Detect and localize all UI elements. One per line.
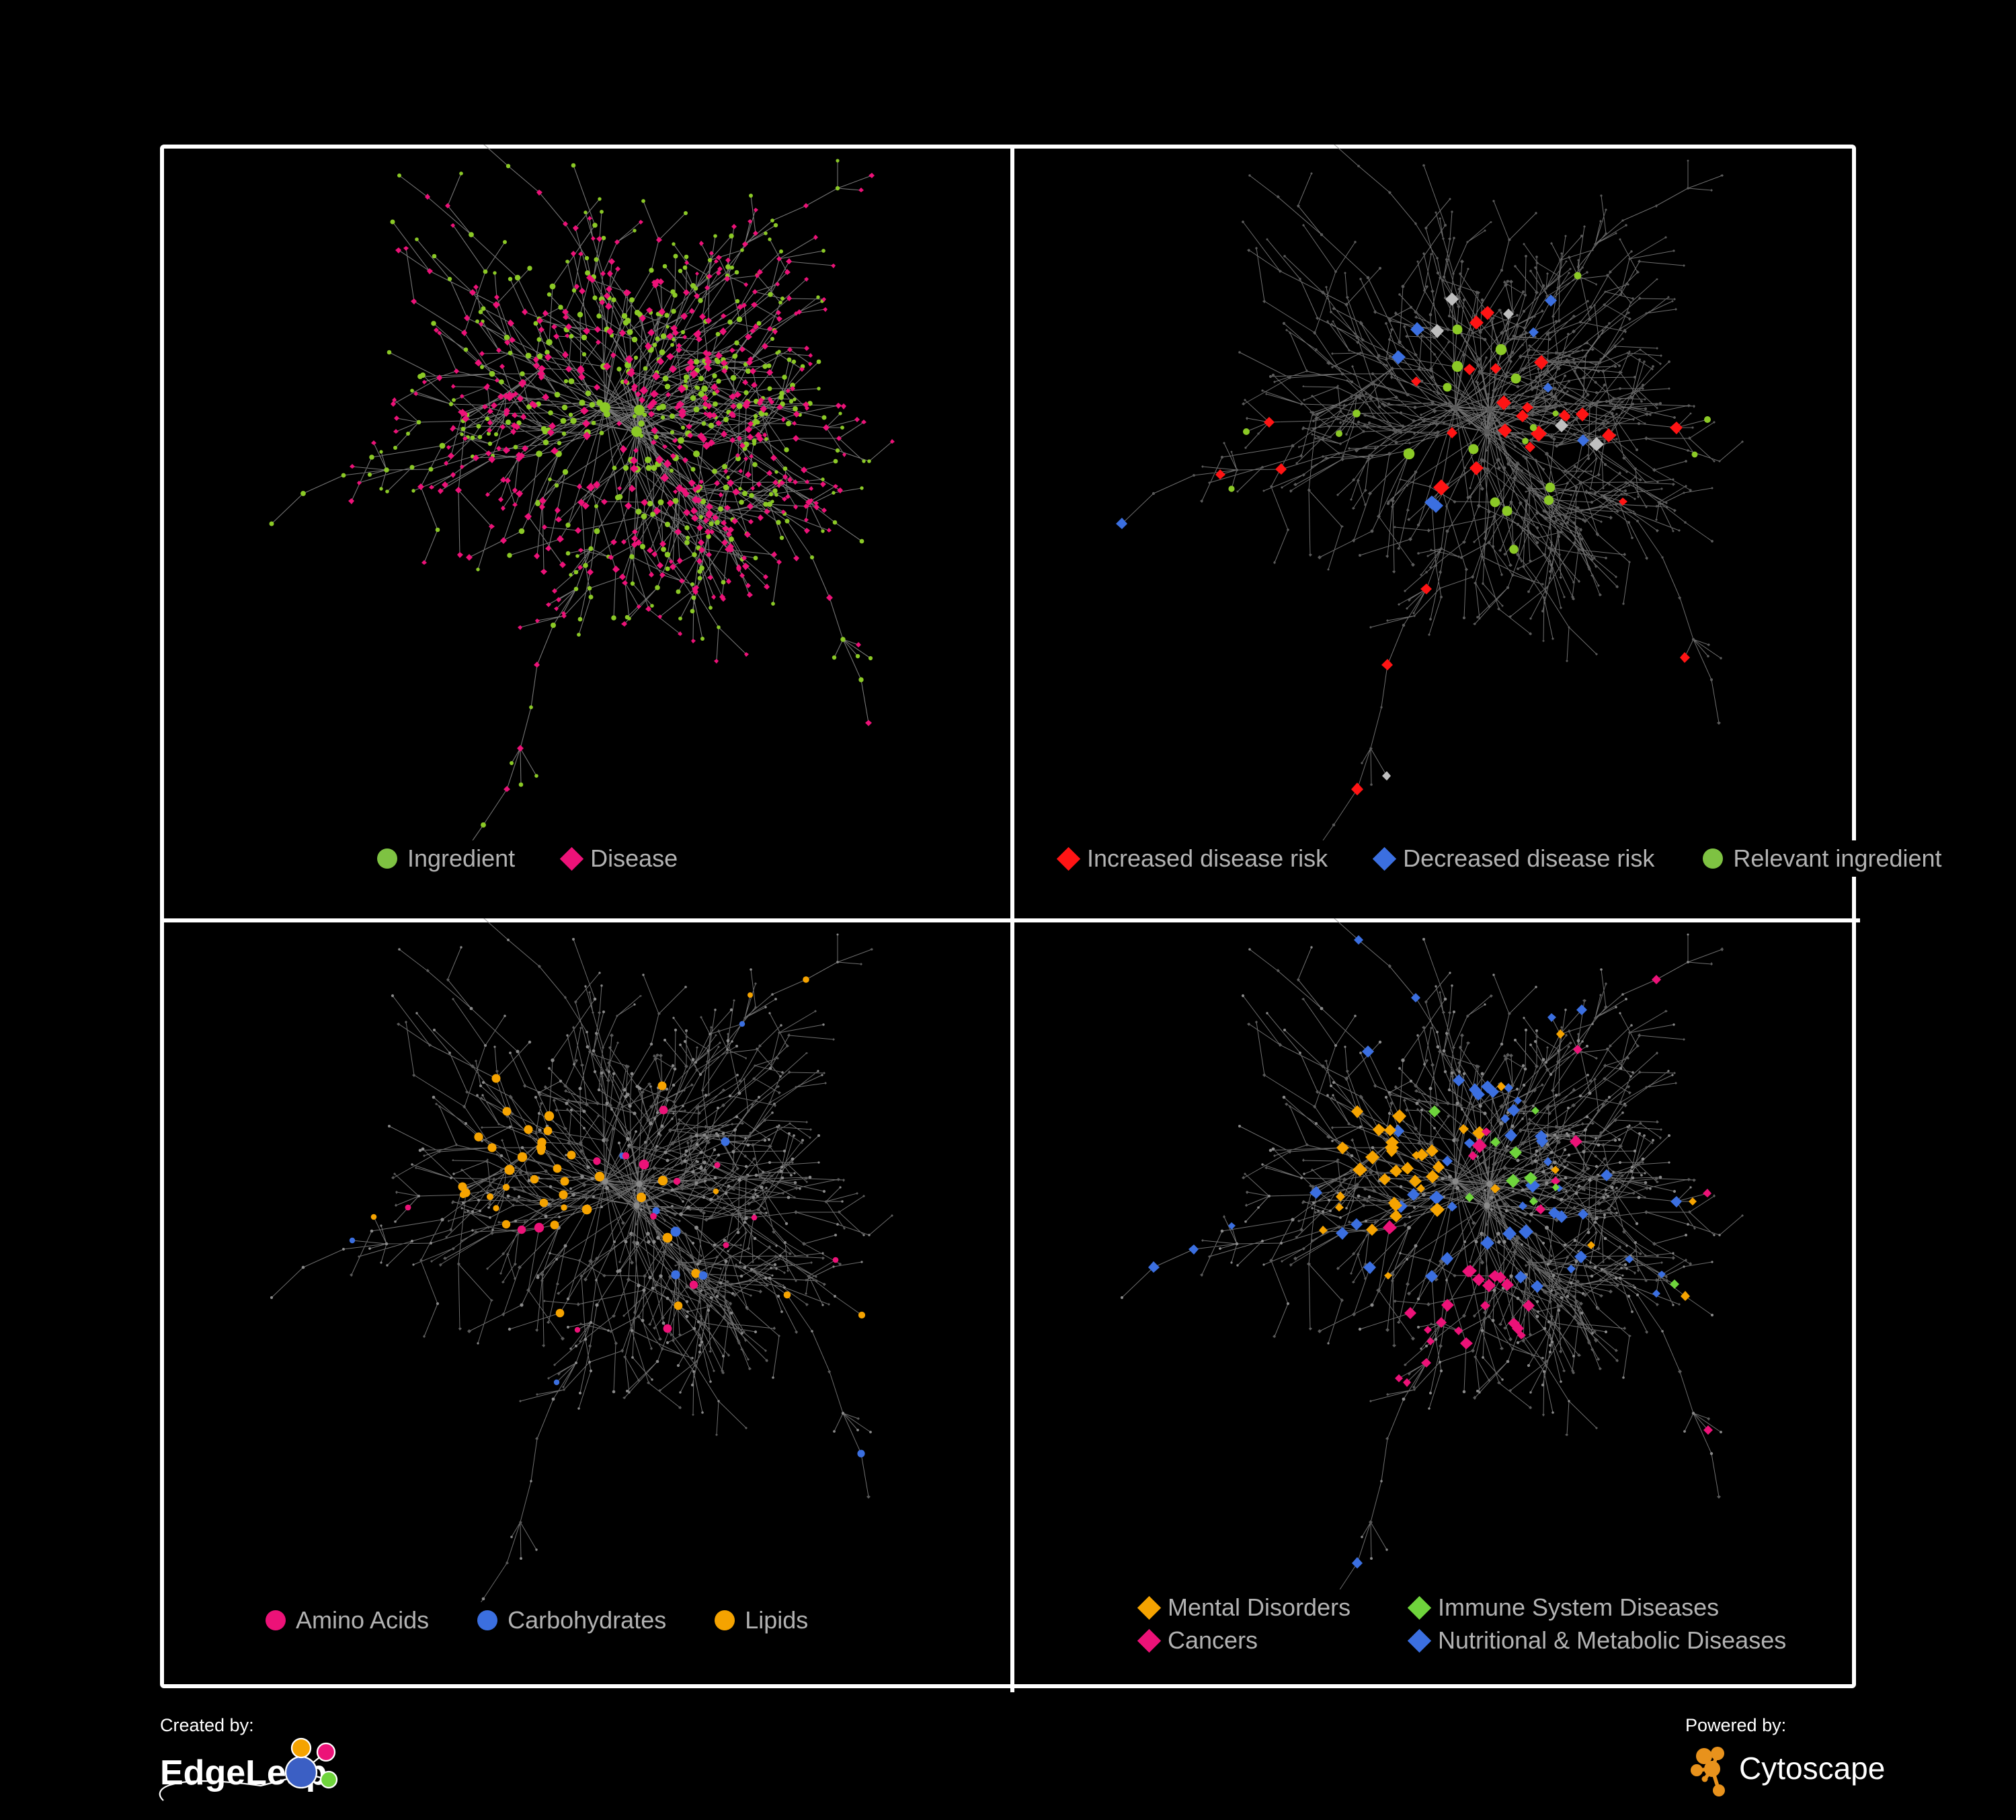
svg-text:Cytoscape: Cytoscape [1739,1751,1885,1786]
